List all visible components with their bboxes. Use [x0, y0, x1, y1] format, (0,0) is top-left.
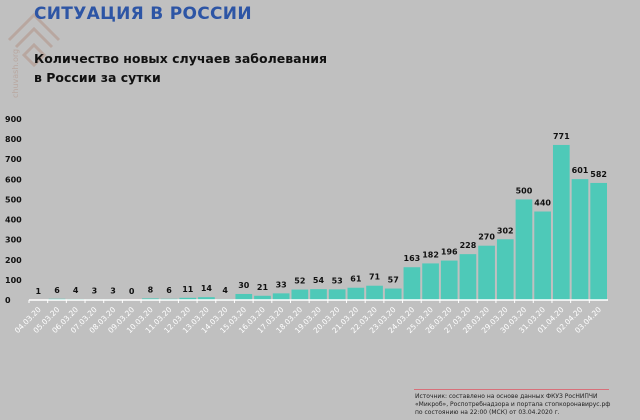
- bar-chart: 0100200300400500600700800900104.03.20605…: [5, 115, 608, 335]
- data-label: 4: [222, 286, 228, 295]
- subtitle-line-2: в России за сутки: [34, 70, 161, 85]
- bar: [291, 289, 309, 300]
- bar: [384, 288, 402, 300]
- y-tick-label: 200: [5, 256, 22, 265]
- bar: [515, 199, 533, 300]
- subtitle-line-1: Количество новых случаев заболевания: [34, 51, 328, 66]
- data-label: 0: [129, 287, 135, 296]
- data-label: 1: [36, 287, 42, 296]
- data-label: 163: [404, 254, 421, 263]
- y-tick-label: 900: [5, 115, 22, 124]
- data-label: 3: [92, 286, 98, 295]
- y-tick-label: 600: [5, 175, 22, 184]
- source-divider: [414, 389, 609, 390]
- bar: [328, 289, 346, 300]
- y-tick-label: 700: [5, 155, 22, 164]
- chart-subtitle: Количество новых случаев заболевания в Р…: [34, 49, 334, 87]
- data-label: 771: [553, 132, 570, 141]
- data-label: 228: [460, 241, 477, 250]
- data-label: 52: [294, 277, 305, 286]
- data-label: 21: [257, 283, 269, 292]
- data-label: 11: [182, 285, 194, 294]
- bar: [198, 297, 215, 300]
- bar: [347, 287, 365, 300]
- bar: [440, 260, 458, 300]
- data-label: 440: [534, 199, 551, 208]
- svg-text:chuvash.org: chuvash.org: [11, 49, 20, 98]
- data-label: 54: [313, 276, 325, 285]
- data-label: 33: [276, 280, 287, 289]
- y-tick-label: 0: [5, 296, 11, 305]
- bar: [179, 297, 197, 300]
- bar: [571, 179, 589, 300]
- data-label: 61: [350, 275, 362, 284]
- bar: [272, 293, 290, 300]
- y-tick-label: 100: [5, 276, 22, 285]
- data-label: 4: [73, 286, 79, 295]
- data-label: 582: [590, 170, 607, 179]
- data-label: 14: [201, 284, 213, 293]
- bar: [552, 144, 570, 300]
- data-label: 3: [110, 286, 116, 295]
- y-tick-label: 300: [5, 236, 22, 245]
- data-label: 270: [478, 233, 495, 242]
- data-label: 53: [332, 276, 343, 285]
- y-tick-label: 500: [5, 195, 22, 204]
- data-label: 6: [166, 286, 172, 295]
- data-label: 57: [388, 276, 399, 285]
- data-label: 601: [572, 166, 589, 175]
- bar: [534, 211, 551, 300]
- bar: [310, 289, 327, 300]
- data-label: 6: [54, 286, 60, 295]
- data-label: 500: [516, 186, 533, 195]
- bar: [235, 293, 253, 300]
- logo-icon: chuvash.org: [7, 12, 61, 98]
- bar: [590, 182, 607, 300]
- bar: [403, 267, 421, 300]
- data-label: 8: [148, 285, 154, 294]
- y-tick-label: 400: [5, 216, 22, 225]
- data-label: 182: [422, 250, 439, 259]
- bar: [366, 285, 383, 300]
- source-note: Источник: составлено на основе данных ФК…: [415, 393, 630, 417]
- source-line-3: по состоянию на 22:00 (МСК) от 03.04.202…: [415, 409, 560, 416]
- data-label: 302: [497, 226, 514, 235]
- bar: [254, 295, 271, 300]
- bar: [496, 239, 514, 300]
- data-label: 71: [369, 273, 381, 282]
- bar: [142, 298, 159, 300]
- bar: [478, 245, 495, 300]
- data-label: 30: [238, 281, 250, 290]
- page-title: СИТУАЦИЯ В РОССИИ: [34, 4, 252, 24]
- source-line-1: Источник: составлено на основе данных ФК…: [415, 393, 598, 400]
- data-label: 196: [441, 248, 458, 257]
- source-line-2: «Микроб», Роспотребнадзора и портала сто…: [415, 401, 611, 408]
- bar: [459, 254, 477, 300]
- bar: [422, 263, 439, 300]
- y-tick-label: 800: [5, 135, 22, 144]
